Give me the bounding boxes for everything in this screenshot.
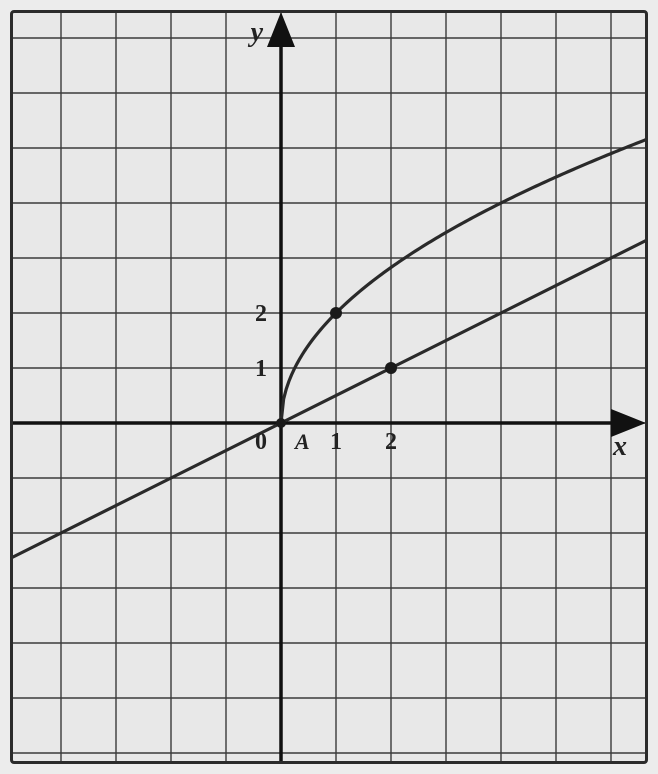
marker-point [385,362,397,374]
plot-area: 120A12xy [10,10,648,764]
y-axis-label: y [248,17,264,48]
marker-point [276,418,286,428]
x-tick-label: 1 [330,429,342,455]
y-tick-label: 1 [255,356,267,382]
x-axis-label: x [612,431,627,462]
y-tick-label: 2 [255,301,267,327]
tangent-line [13,239,645,558]
origin-label: 0 [255,429,267,455]
chart-frame: 120A12xy [0,0,658,774]
marker-point [330,307,342,319]
point-a-label: A [293,429,310,454]
x-tick-label: 2 [385,429,397,455]
plot-svg: 120A12xy [13,13,645,761]
